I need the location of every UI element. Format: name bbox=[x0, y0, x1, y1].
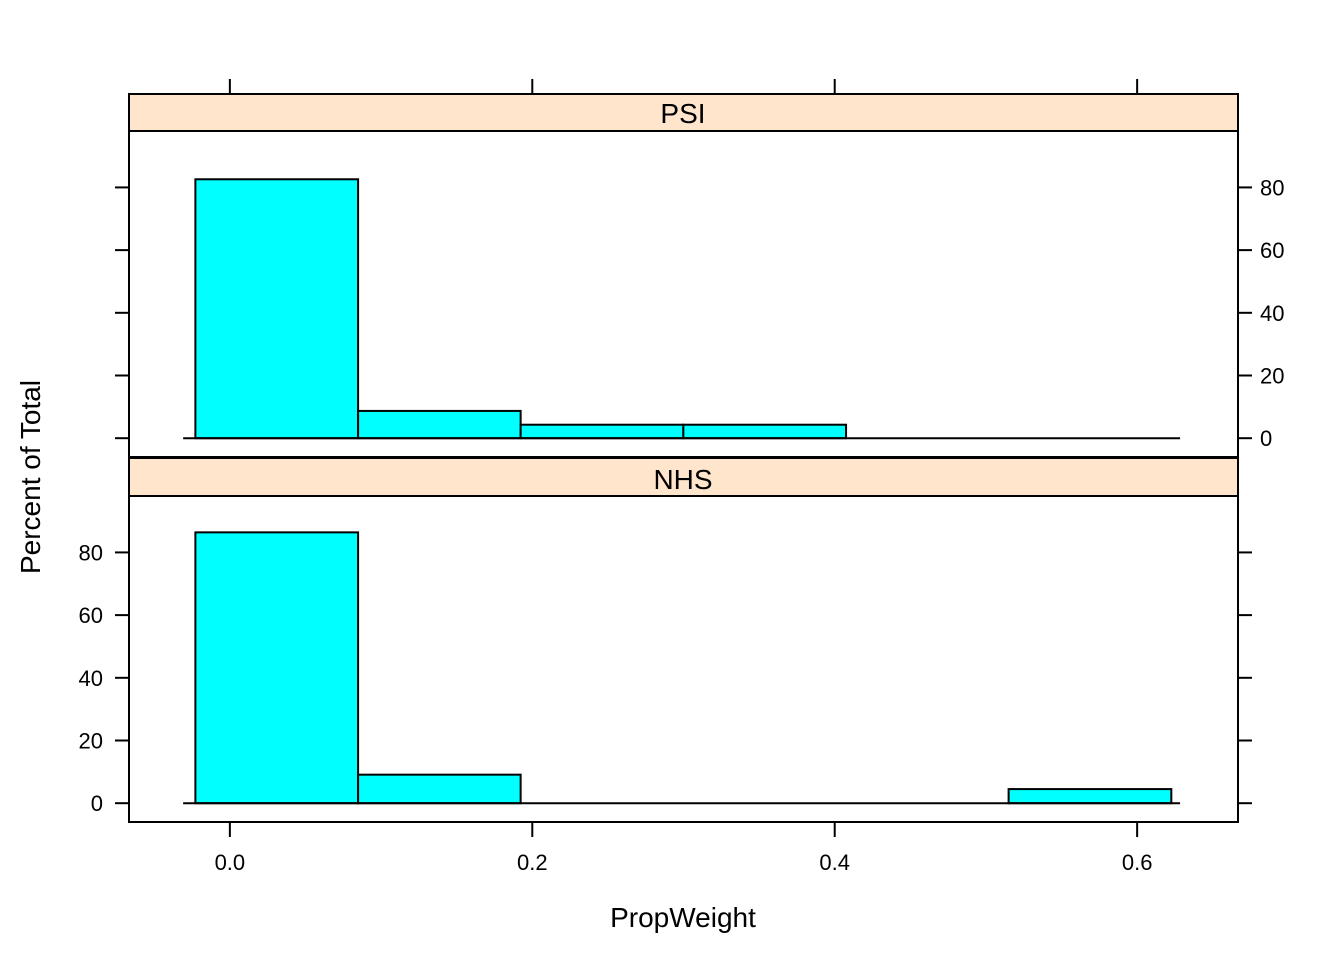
panel-border-nhs bbox=[128, 495, 1239, 823]
y-tick-label-right: 20 bbox=[1260, 364, 1284, 389]
x-axis-title: PropWeight bbox=[610, 902, 756, 933]
panel-frames bbox=[128, 93, 1239, 823]
strip-label-psi: PSI bbox=[660, 98, 705, 129]
strip-label-nhs: NHS bbox=[653, 464, 712, 495]
bar-psi-3 bbox=[682, 423, 848, 440]
x-tick-label: 0.6 bbox=[1122, 850, 1153, 875]
y-tick-label-left: 80 bbox=[79, 540, 103, 565]
x-tick-label: 0.2 bbox=[517, 850, 548, 875]
bar-psi-2 bbox=[519, 423, 685, 440]
bar-psi-1 bbox=[357, 409, 522, 440]
bar-psi-0 bbox=[194, 178, 360, 440]
axis-ticks bbox=[115, 79, 1252, 837]
y-tick-label-left: 40 bbox=[79, 666, 103, 691]
axis-tick-labels: 0 0 20 20 40 40 60 60 80 80 0.0 0.2 0.4 0.6 bbox=[79, 175, 1285, 875]
y-tick-label-left: 20 bbox=[79, 729, 103, 754]
y-tick-label-right: 0 bbox=[1260, 426, 1272, 451]
bar-nhs-0 bbox=[194, 531, 360, 805]
x-tick-label: 0.4 bbox=[819, 850, 850, 875]
y-tick-label-right: 80 bbox=[1260, 175, 1284, 200]
x-tick-label: 0.0 bbox=[215, 850, 246, 875]
y-tick-label-left: 60 bbox=[79, 603, 103, 628]
y-axis-title: Percent of Total bbox=[15, 380, 46, 574]
bar-nhs-5 bbox=[1007, 788, 1173, 805]
y-tick-label-right: 40 bbox=[1260, 301, 1284, 326]
strip-psi bbox=[128, 93, 1239, 132]
y-tick-label-left: 0 bbox=[91, 791, 103, 816]
bar-nhs-1 bbox=[357, 773, 522, 805]
histogram-bars bbox=[183, 178, 1181, 805]
y-tick-label-right: 60 bbox=[1260, 238, 1284, 263]
